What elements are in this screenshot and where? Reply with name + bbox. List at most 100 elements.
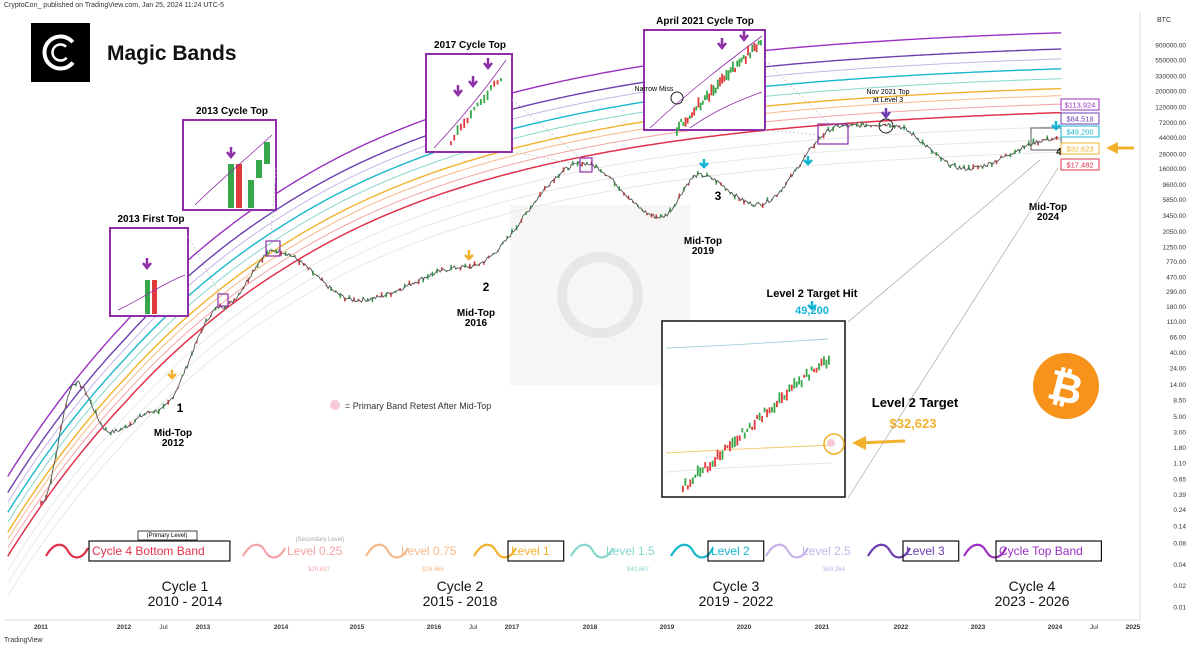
inset-candle <box>453 134 456 141</box>
label-2013-first-top: 2013 First Top <box>117 214 184 225</box>
inset-candle <box>743 432 746 439</box>
tradingview-brand: TradingView <box>4 637 43 644</box>
band-line <box>665 462 833 473</box>
cyan-arrow-icon <box>807 301 817 311</box>
inset-candle <box>766 409 768 418</box>
cyan-arrow-icon <box>1051 121 1061 131</box>
inset-candle <box>773 402 776 413</box>
y-tick-label: 180.00 <box>1166 304 1186 311</box>
inset-candle <box>823 356 825 366</box>
inset-candle <box>500 78 502 82</box>
band-line <box>433 59 507 149</box>
inset-candle <box>686 117 689 124</box>
symbol-label: BTC <box>1157 17 1171 24</box>
retest-dot-icon <box>330 400 340 410</box>
inset-candle <box>480 99 482 106</box>
inset-candle <box>810 366 813 371</box>
candle <box>236 164 242 208</box>
legend-label: Cycle Top Band <box>999 544 1083 558</box>
inset-candle <box>751 426 754 431</box>
legend-box <box>507 540 565 562</box>
inset-candle <box>719 451 721 461</box>
primary-level-note: (Primary Level) <box>147 533 188 539</box>
inset-candle <box>676 127 678 136</box>
x-tick-label: 2019 <box>660 624 675 631</box>
y-tick-label: 120000.00 <box>1155 104 1186 111</box>
band-level_075 <box>7 95 1062 540</box>
purple-arrow-icon <box>881 108 891 120</box>
legend-label: Level 2 <box>711 544 750 558</box>
inset-candle <box>749 52 752 59</box>
x-tick-label: 2020 <box>737 624 752 631</box>
inset-candle <box>808 374 811 381</box>
inset-candle <box>691 477 694 484</box>
inset-candle <box>805 368 808 378</box>
x-tick-label: Jul <box>1090 624 1099 631</box>
midtop-2016-l2: 2016 <box>465 318 488 329</box>
inset-candle <box>818 363 820 371</box>
inset-candle <box>828 355 830 365</box>
cycle-years: 2023 - 2026 <box>995 593 1070 609</box>
inset-candle <box>757 40 760 45</box>
band-level_2 <box>7 68 1062 513</box>
inset-2013-first-top: 2013 First Top <box>109 214 189 317</box>
x-tick-label: Jul <box>159 624 168 631</box>
target-circle <box>823 433 845 455</box>
inset-connectors <box>187 59 834 299</box>
number-4: 4 <box>1056 147 1062 158</box>
narrow-miss-circle <box>670 91 684 105</box>
purple-arrow-icon <box>739 31 749 43</box>
inset-candle <box>778 392 781 404</box>
cycle-years: 2015 - 2018 <box>423 593 498 609</box>
y-tick-label: 0.08 <box>1173 541 1186 548</box>
inset-candle <box>746 428 749 432</box>
orange-arrow-icon <box>167 370 177 380</box>
legend-box <box>707 540 765 562</box>
inset-candle <box>696 465 699 477</box>
band-faint <box>7 126 1063 571</box>
logo-inner-c-icon <box>51 43 70 62</box>
candle <box>152 280 157 314</box>
inset-candle <box>714 457 716 467</box>
inset-2017-candles <box>450 78 502 146</box>
inset-candle <box>721 73 724 84</box>
inset-candle <box>490 85 492 91</box>
level2-target-hit-value: 49,200 <box>795 305 829 317</box>
inset-candle <box>721 450 724 460</box>
inset-candle <box>798 376 801 385</box>
inset-candle <box>697 97 700 108</box>
label-narrow-miss: Narrow Miss <box>635 86 674 93</box>
y-tick-label: 9600.00 <box>1163 182 1187 189</box>
inset-candle <box>470 110 472 119</box>
retest-dot-icon <box>827 439 835 447</box>
band-top_band <box>7 32 1062 477</box>
legend-label: Cycle 4 Bottom Band <box>92 544 205 558</box>
inset-candle <box>803 374 806 378</box>
number-1: 1 <box>177 401 184 415</box>
legend-label: Level 3 <box>906 544 945 558</box>
inset-candle <box>704 95 706 101</box>
candle <box>228 164 234 208</box>
band-level_025 <box>7 103 1062 548</box>
x-tick-label: 2016 <box>427 624 442 631</box>
inset-candle <box>736 60 739 67</box>
inset-candle <box>701 100 704 105</box>
x-tick-label: 2023 <box>971 624 986 631</box>
price-label-box <box>1060 158 1100 171</box>
inset-candle <box>790 384 793 391</box>
midtop-2016-l1: Mid-Top <box>457 308 495 319</box>
band-level_1 <box>7 87 1062 533</box>
inset-candle <box>724 444 726 451</box>
price-label: $113,924 <box>1065 101 1096 110</box>
y-axis-ticks: 900000.00 550000.00 330000.00 200000.00 1200… <box>1155 43 1186 612</box>
label-nov-2021-top: Nov 2021 Top <box>866 89 909 96</box>
legend-swatch <box>473 543 517 559</box>
price-labels: $113,924 $84,518 $49,200 $32,623 $17,482 <box>1060 98 1100 171</box>
inset-candle <box>795 381 798 388</box>
legend-label: Level 2.5 <box>802 544 851 558</box>
cyan-arrow-icon <box>699 159 709 169</box>
secondary-level-note: (Secondary Level) <box>296 537 345 543</box>
inset-candle <box>742 54 745 60</box>
price-label: $17,482 <box>1066 161 1093 170</box>
inset-candle <box>729 441 731 452</box>
